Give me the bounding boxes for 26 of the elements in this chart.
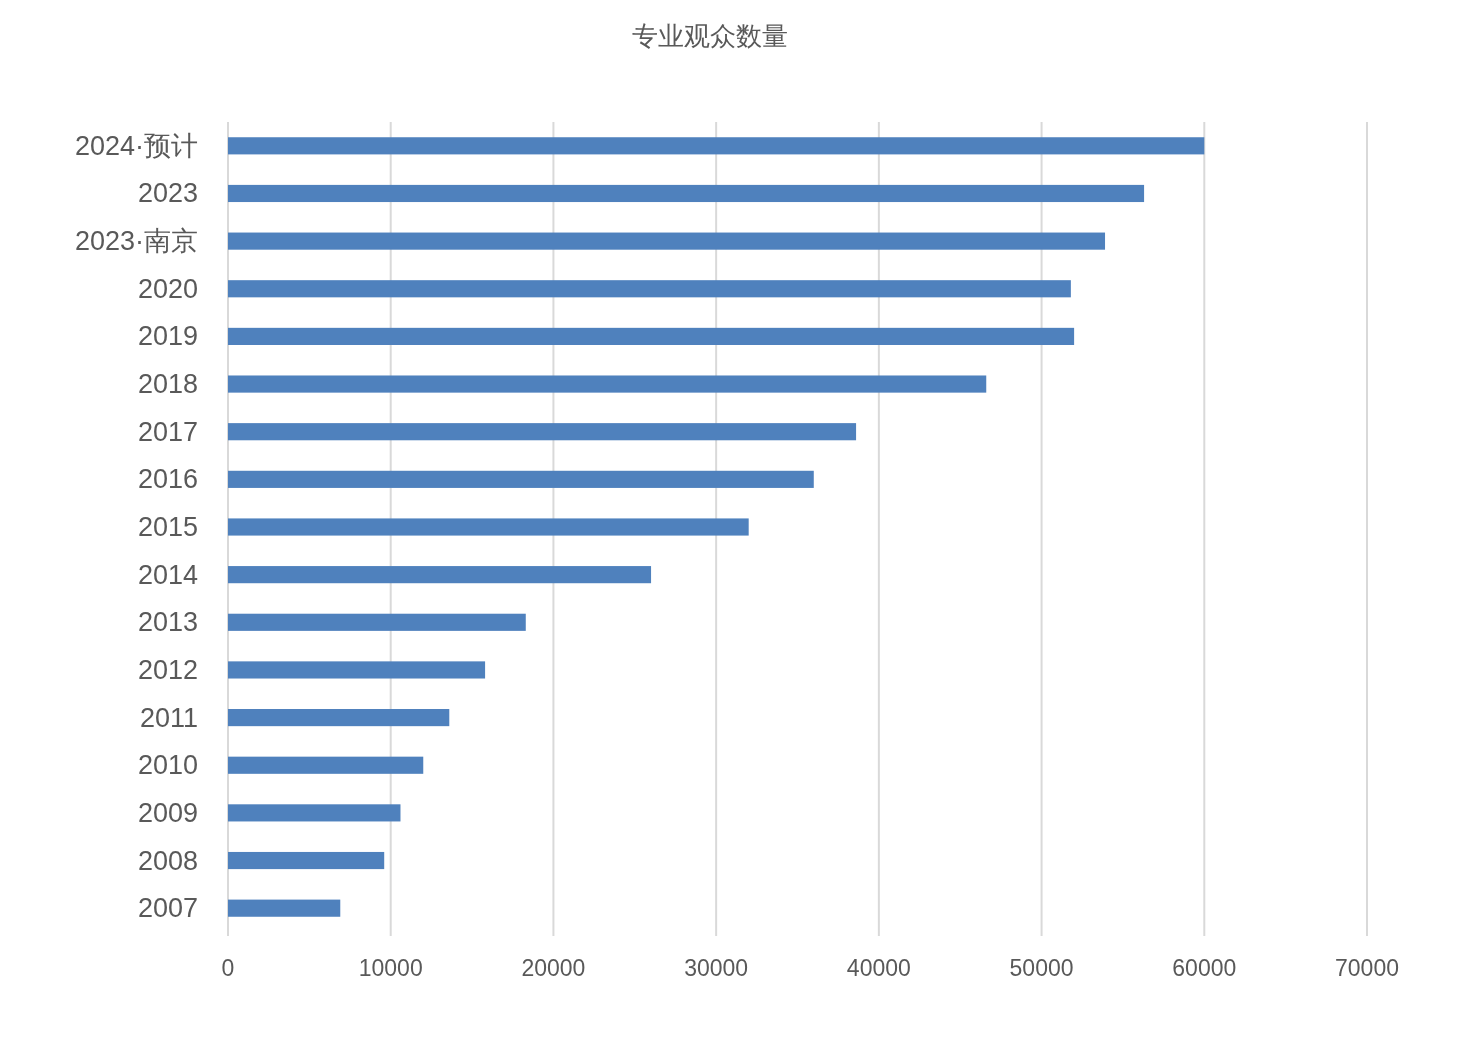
y-tick-label: 2013 — [137, 607, 198, 638]
y-tick-label: 2012 — [137, 654, 198, 685]
y-tick-label: 2018 — [137, 369, 198, 400]
y-tick-label: 2011 — [139, 702, 198, 733]
y-tick-label: 2008 — [137, 845, 198, 876]
x-tick-label: 20000 — [521, 955, 586, 981]
y-tick-label: 2024·预计 — [74, 130, 198, 161]
y-tick-label: 2020 — [137, 273, 198, 304]
x-tick-label: 70000 — [1335, 955, 1399, 981]
y-tick-label: 2015 — [137, 512, 198, 542]
y-tick-label: 2017 — [137, 416, 198, 447]
y-tick-label: 2023·南京 — [74, 226, 198, 257]
y-tick-label: 2007 — [137, 893, 198, 924]
y-tick-label: 2019 — [137, 321, 198, 352]
y-tick-label: 2009 — [137, 797, 198, 828]
x-tick-label: 0 — [221, 955, 235, 981]
x-tick-label: 10000 — [358, 955, 423, 981]
y-tick-label: 2014 — [137, 559, 198, 590]
chart-title: 专业观众数量 — [632, 21, 788, 51]
x-tick-label: 60000 — [1172, 955, 1237, 981]
x-tick-label: 50000 — [1009, 955, 1074, 981]
y-tick-label: 2010 — [137, 750, 198, 781]
y-tick-label: 2016 — [137, 464, 198, 495]
x-tick-label: 40000 — [846, 955, 911, 981]
x-tick-label: 30000 — [684, 955, 749, 981]
y-tick-label: 2023 — [137, 178, 198, 209]
